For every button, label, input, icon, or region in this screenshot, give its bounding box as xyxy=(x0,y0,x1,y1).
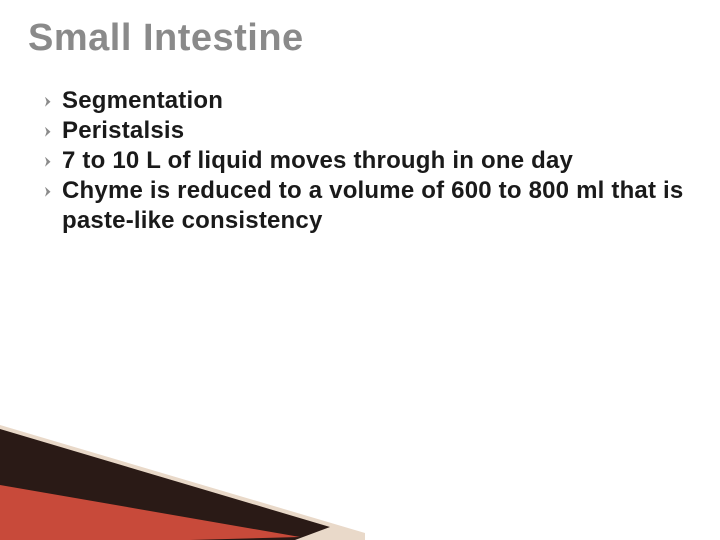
slide-title: Small Intestine xyxy=(28,18,692,60)
list-item: Peristalsis xyxy=(38,116,692,146)
bullet-list: Segmentation Peristalsis 7 to 10 L of li… xyxy=(28,86,692,236)
list-item: Chyme is reduced to a volume of 600 to 8… xyxy=(38,176,692,236)
list-item: 7 to 10 L of liquid moves through in one… xyxy=(38,146,692,176)
list-item: Segmentation xyxy=(38,86,692,116)
corner-wedge-decoration xyxy=(0,425,365,540)
wedge-red xyxy=(0,485,300,540)
wedge-beige xyxy=(0,425,365,540)
slide: Small Intestine Segmentation Peristalsis… xyxy=(0,0,720,540)
wedge-black xyxy=(0,429,330,540)
